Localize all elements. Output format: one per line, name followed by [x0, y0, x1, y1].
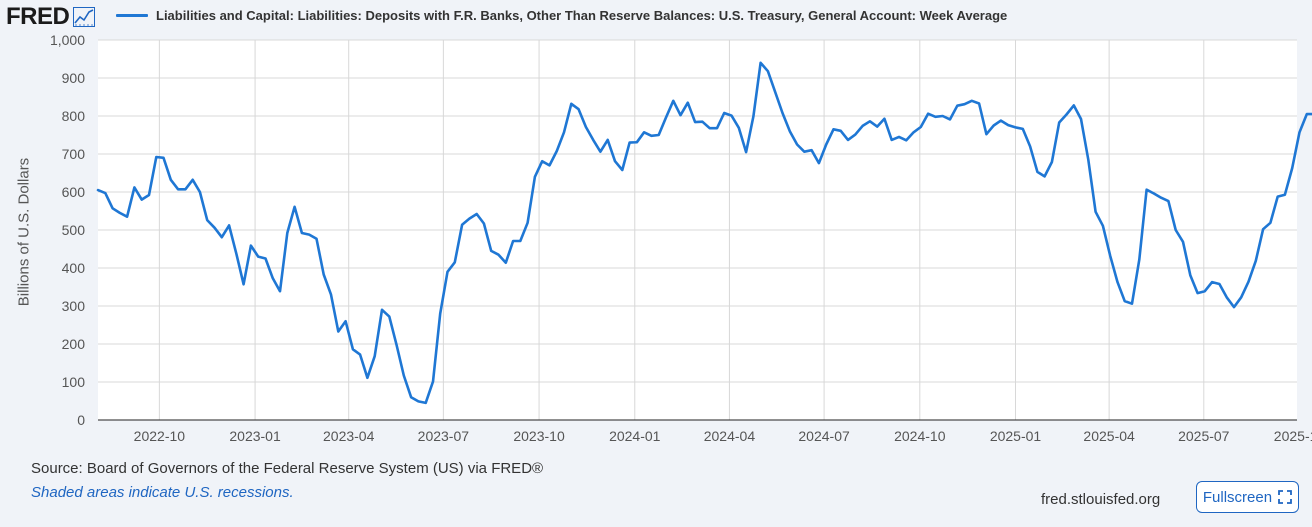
y-tick-label: 300	[62, 298, 86, 314]
expand-icon	[1278, 490, 1292, 504]
legend-swatch	[116, 14, 148, 17]
x-tick-label: 2022-10	[134, 428, 186, 444]
y-tick-label: 900	[62, 70, 86, 86]
logo-text: FRED	[6, 3, 70, 30]
x-tick-label: 2025-10	[1274, 428, 1312, 444]
x-tick-label: 2025-01	[990, 428, 1042, 444]
chart-legend: Liabilities and Capital: Liabilities: De…	[116, 8, 1007, 23]
line-chart[interactable]: 0 100 200 300 400 500 600 700 800 900 1,000 2022-10…	[0, 0, 1312, 470]
x-tick-label: 2024-10	[894, 428, 946, 444]
y-tick-label: 100	[62, 374, 86, 390]
y-tick-label: 500	[62, 222, 86, 238]
recession-note: Shaded areas indicate U.S. recessions.	[31, 484, 294, 501]
series-line	[96, 61, 1312, 405]
source-text: Source: Board of Governors of the Federa…	[31, 460, 544, 477]
x-tick-label: 2024-04	[704, 428, 756, 444]
fullscreen-label: Fullscreen	[1202, 488, 1273, 506]
x-tick-label: 2024-01	[609, 428, 661, 444]
x-tick-label: 2023-01	[229, 428, 281, 444]
x-tick-label: 2023-07	[418, 428, 470, 444]
fred-logo[interactable]: FRED	[6, 3, 96, 30]
y-tick-label: 600	[62, 184, 86, 200]
y-tick-label: 200	[62, 336, 86, 352]
y-tick-label: 800	[62, 108, 86, 124]
site-url[interactable]: fred.stlouisfed.org	[1041, 491, 1161, 508]
fullscreen-button[interactable]: Fullscreen	[1196, 481, 1299, 513]
x-tick-label: 2025-04	[1083, 428, 1135, 444]
x-tick-label: 2023-04	[323, 428, 375, 444]
y-tick-label: 700	[62, 146, 86, 162]
y-tick-label: 1,000	[50, 32, 85, 48]
chart-line-icon	[73, 7, 96, 27]
legend-label: Liabilities and Capital: Liabilities: De…	[156, 8, 1008, 23]
x-tick-label: 2023-10	[513, 428, 565, 444]
y-tick-label: 400	[62, 260, 86, 276]
y-tick-label: 0	[77, 412, 85, 428]
x-tick-label: 2024-07	[798, 428, 850, 444]
x-tick-label: 2025-07	[1178, 428, 1230, 444]
